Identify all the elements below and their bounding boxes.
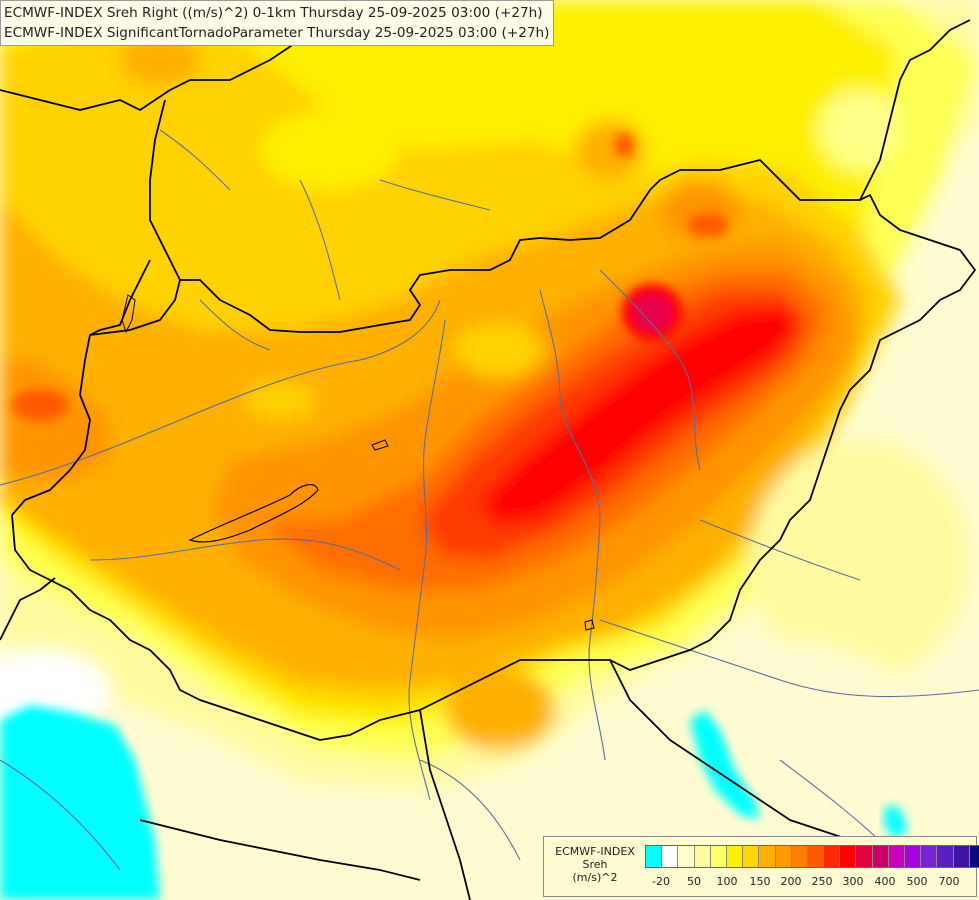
legend-swatch [775, 846, 792, 867]
legend-title: ECMWF-INDEX Sreh (m/s)^2 [546, 845, 644, 884]
legend-swatch [791, 846, 808, 867]
legend-variable: Sreh [582, 858, 608, 871]
legend-swatch [710, 846, 727, 867]
legend-swatch [662, 846, 679, 867]
lakes [121, 294, 595, 631]
legend-swatch [856, 846, 873, 867]
legend-swatch [678, 846, 695, 867]
map-title: ECMWF-INDEX Sreh Right ((m/s)^2) 0-1km T… [0, 0, 555, 46]
legend-swatch [905, 846, 922, 867]
legend-swatch [824, 846, 841, 867]
legend-swatch [694, 846, 711, 867]
legend-tick-label: 400 [874, 875, 896, 888]
legend-swatch [872, 846, 889, 867]
color-legend: ECMWF-INDEX Sreh (m/s)^2 -20 50 100 150 200 2… [543, 836, 979, 897]
legend-swatch [888, 846, 905, 867]
legend-swatch [840, 846, 857, 867]
legend-tick-label: 200 [780, 875, 802, 888]
legend-swatch [953, 846, 970, 867]
negative-sreh-areas [0, 705, 908, 900]
title-line-sreh: ECMWF-INDEX Sreh Right ((m/s)^2) 0-1km T… [4, 5, 543, 21]
legend-color-scale [645, 845, 979, 868]
legend-tick-label: 150 [749, 875, 771, 888]
sreh-max-core [12, 133, 728, 421]
legend-model: ECMWF-INDEX [555, 845, 635, 858]
legend-tick-label: 250 [811, 875, 833, 888]
title-line-stp: ECMWF-INDEX SignificantTornadoParameter … [4, 25, 550, 41]
legend-swatch [759, 846, 776, 867]
legend-swatch [937, 846, 954, 867]
legend-tick-label: 100 [716, 875, 738, 888]
legend-swatch [646, 846, 663, 867]
legend-swatch [743, 846, 760, 867]
legend-tick-label: -20 [652, 875, 670, 888]
legend-tick-label: 50 [687, 875, 701, 888]
legend-tick-label: 300 [842, 875, 864, 888]
legend-swatch [807, 846, 825, 867]
legend-swatch [969, 846, 979, 867]
legend-swatch [921, 846, 938, 867]
legend-unit: (m/s)^2 [572, 871, 618, 884]
legend-tick-label: 500 [906, 875, 928, 888]
legend-tick-label: 700 [938, 875, 960, 888]
legend-swatch [726, 846, 744, 867]
